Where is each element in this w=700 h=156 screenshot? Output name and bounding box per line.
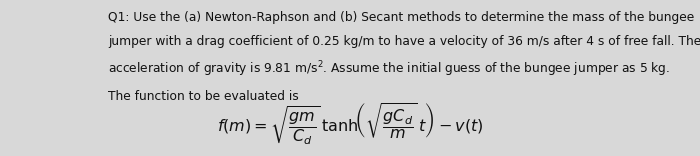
Text: acceleration of gravity is 9.81 m/s$^2$. Assume the initial guess of the bungee : acceleration of gravity is 9.81 m/s$^2$.… (108, 59, 671, 79)
Text: jumper with a drag coefficient of 0.25 kg/m to have a velocity of 36 m/s after 4: jumper with a drag coefficient of 0.25 k… (108, 35, 700, 48)
Text: $f(m) = \sqrt{\dfrac{gm}{C_d}}\,\mathrm{tanh}\!\left(\sqrt{\dfrac{gC_d}{m}}\,t\r: $f(m) = \sqrt{\dfrac{gm}{C_d}}\,\mathrm{… (217, 102, 483, 147)
Text: The function to be evaluated is: The function to be evaluated is (108, 90, 300, 103)
Text: Q1: Use the (a) Newton-Raphson and (b) Secant methods to determine the mass of t: Q1: Use the (a) Newton-Raphson and (b) S… (108, 11, 694, 24)
